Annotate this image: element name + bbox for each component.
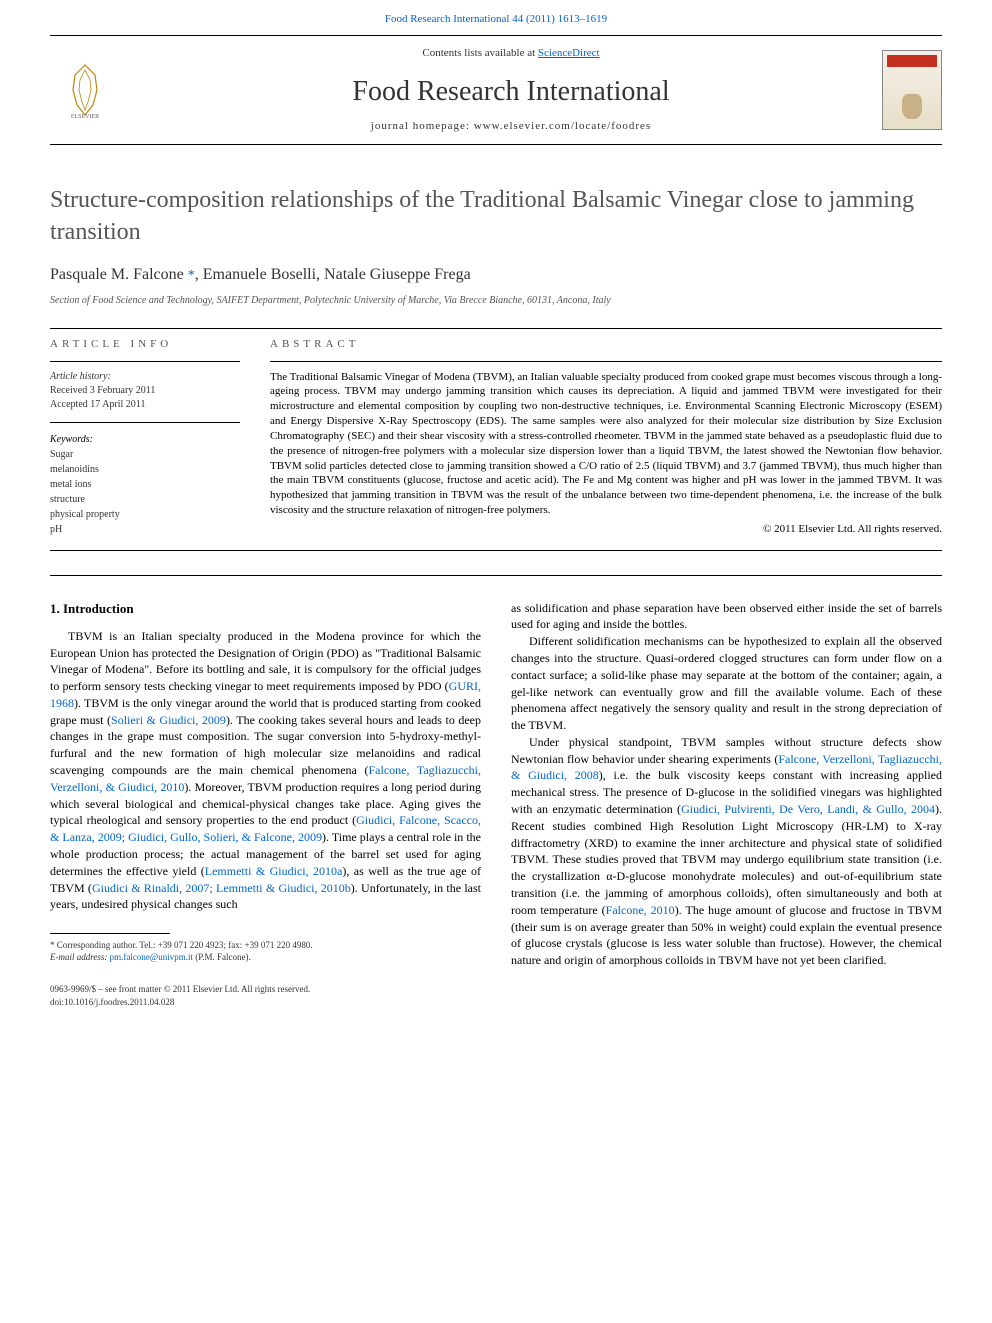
article-info-column: article info Article history: Received 3… [50,337,240,537]
corresponding-marker[interactable]: * [188,268,195,283]
introduction-heading: 1. Introduction [50,600,481,618]
journal-cover-thumbnail [882,50,942,130]
email-link[interactable]: pm.falcone@univpm.it [110,952,193,962]
contents-available: Contents lists available at ScienceDirec… [140,46,882,61]
authors: Pasquale M. Falcone *, Emanuele Boselli,… [50,264,942,286]
masthead: ELSEVIER Contents lists available at Sci… [50,35,942,145]
footnote-text: * Corresponding author. Tel.: +39 071 22… [50,940,313,950]
citation-link[interactable]: Giudici, Pulvirenti, De Vero, Landi, & G… [681,802,935,816]
abstract-text: The Traditional Balsamic Vinegar of Mode… [270,370,942,518]
copyright: © 2011 Elsevier Ltd. All rights reserved… [270,522,942,537]
paragraph: Different solidification mechanisms can … [511,633,942,734]
abstract-label: abstract [270,337,942,352]
left-column: 1. Introduction TBVM is an Italian speci… [50,600,481,970]
received-date: Received 3 February 2011 [50,385,155,396]
paragraph: Under physical standpoint, TBVM samples … [511,734,942,969]
authors-rest[interactable]: , Emanuele Boselli, Natale Giuseppe Freg… [195,266,471,283]
citation-link[interactable]: Solieri & Giudici, 2009 [111,713,226,727]
journal-citation[interactable]: Food Research International 44 (2011) 16… [0,0,992,35]
contents-prefix: Contents lists available at [422,47,537,59]
divider [50,361,240,362]
keyword: Sugar [50,448,240,462]
keyword: structure [50,493,240,507]
article-history: Article history: Received 3 February 201… [50,370,240,423]
homepage-label: journal homepage: [371,120,474,132]
keyword: pH [50,523,240,537]
affiliation: Section of Food Science and Technology, … [50,294,942,308]
text: ). Recent studies combined High Resoluti… [511,802,942,917]
section-divider [50,575,942,576]
email-label: E-mail address: [50,952,107,962]
email-suffix: (P.M. Falcone). [193,952,251,962]
keywords-list: Sugar melanoidins metal ions structure p… [50,448,240,537]
footnote-separator [50,933,170,934]
keyword: melanoidins [50,463,240,477]
paragraph: as solidification and phase separation h… [511,600,942,634]
keywords-label: Keywords: [50,433,240,447]
divider [270,361,942,362]
citation-link[interactable]: Giudici & Rinaldi, 2007; Lemmetti & Giud… [92,881,351,895]
citation-link[interactable]: Lemmetti & Giudici, 2010a [205,864,343,878]
elsevier-logo: ELSEVIER [50,55,120,125]
sciencedirect-link[interactable]: ScienceDirect [538,47,600,59]
article-title: Structure-composition relationships of t… [50,185,942,247]
journal-homepage: journal homepage: www.elsevier.com/locat… [140,119,882,134]
right-column: as solidification and phase separation h… [511,600,942,970]
doi-line: doi:10.1016/j.foodres.2011.04.028 [50,996,942,1009]
corresponding-footnote: * Corresponding author. Tel.: +39 071 22… [50,940,481,963]
body-columns: 1. Introduction TBVM is an Italian speci… [50,600,942,970]
divider [50,328,942,329]
text: TBVM is an Italian specialty produced in… [50,629,481,693]
author-first[interactable]: Pasquale M. Falcone [50,266,188,283]
footer: 0963-9969/$ – see front matter © 2011 El… [50,983,942,1008]
keyword: metal ions [50,478,240,492]
abstract-column: abstract The Traditional Balsamic Vinega… [270,337,942,537]
issn-line: 0963-9969/$ – see front matter © 2011 El… [50,983,942,996]
history-label: Article history: [50,371,111,382]
divider [50,550,942,551]
citation-link[interactable]: Falcone, 2010 [606,903,675,917]
info-label: article info [50,337,240,352]
keyword: physical property [50,508,240,522]
masthead-center: Contents lists available at ScienceDirec… [140,46,882,134]
paragraph: TBVM is an Italian specialty produced in… [50,628,481,914]
accepted-date: Accepted 17 April 2011 [50,399,145,410]
journal-title: Food Research International [140,72,882,111]
homepage-url[interactable]: www.elsevier.com/locate/foodres [474,120,652,132]
svg-text:ELSEVIER: ELSEVIER [71,114,99,120]
